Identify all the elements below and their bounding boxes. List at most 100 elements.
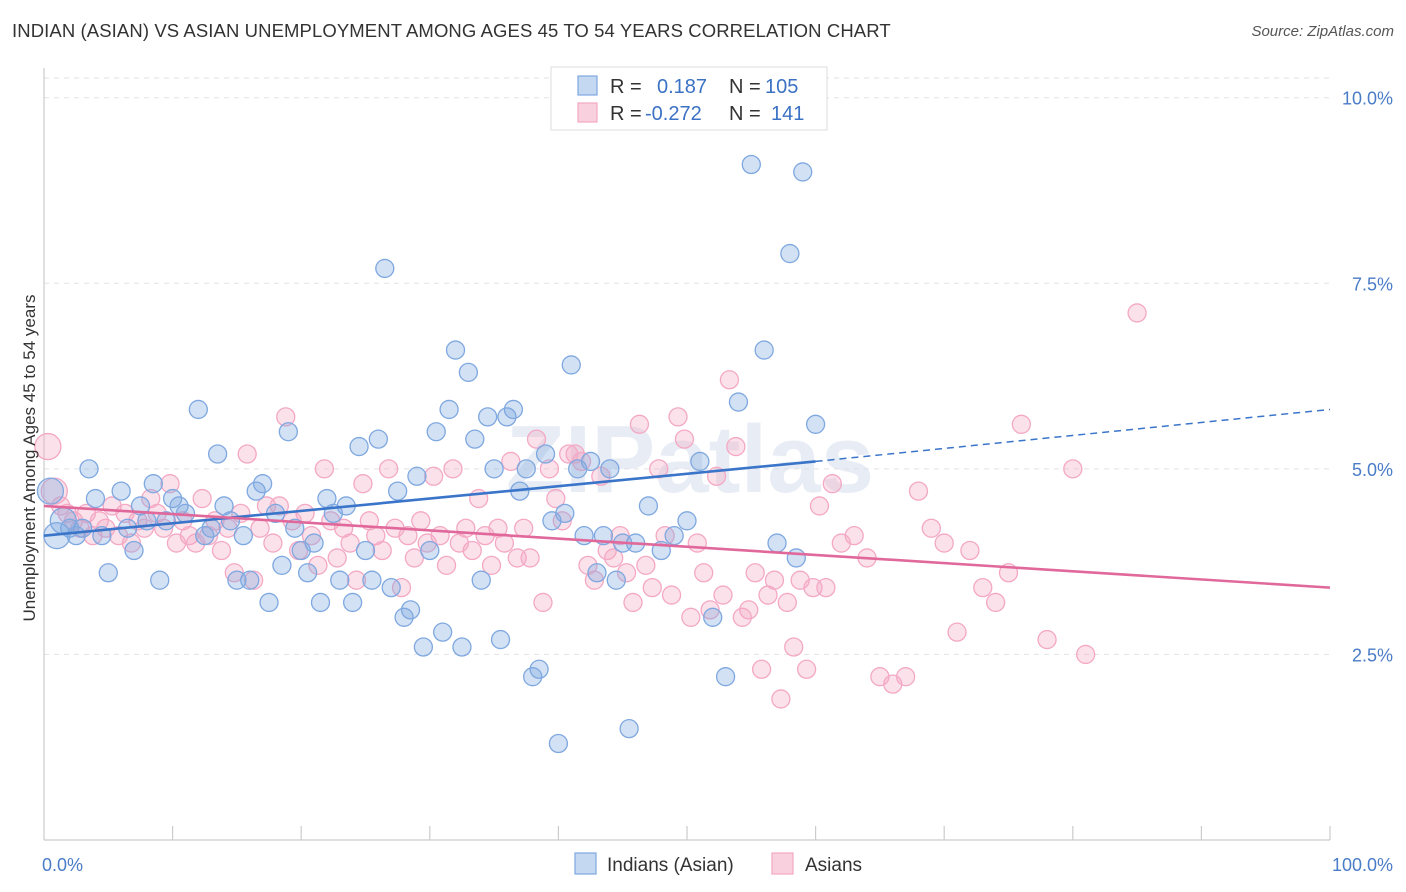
asians-point-99 <box>674 429 695 449</box>
asians-point-31 <box>237 444 257 464</box>
indians-point-39 <box>304 533 324 553</box>
asians-point-103 <box>700 600 720 620</box>
asians-point-37 <box>276 407 296 427</box>
asians-point-22 <box>179 526 199 546</box>
asians-point-135 <box>985 592 1006 613</box>
indians-point-55 <box>407 466 427 486</box>
indians-point-98 <box>741 154 761 175</box>
bottom-legend-swatch-asians <box>771 852 794 875</box>
asians-point-92 <box>629 414 650 434</box>
indians-point-93 <box>677 511 697 531</box>
indians-point-77 <box>548 733 569 754</box>
indians-point-74 <box>529 659 549 679</box>
asians-point-94 <box>642 577 662 598</box>
asians-point-48 <box>346 570 367 590</box>
asians-point-35 <box>263 533 283 553</box>
indians-trend-extension <box>815 408 1331 463</box>
asians-point-140 <box>1076 644 1096 665</box>
asians-point-141 <box>1127 303 1147 323</box>
asians-point-43 <box>314 459 334 479</box>
asians-point-118 <box>796 659 817 679</box>
asians-point-76 <box>526 429 547 449</box>
indians-point-54 <box>400 600 421 620</box>
indians-point-96 <box>715 667 736 687</box>
indians-point-15 <box>143 474 163 494</box>
asians-point-139 <box>1063 459 1083 479</box>
asians-point-0 <box>34 432 62 461</box>
asians-point-78 <box>539 459 560 479</box>
asians-point-74 <box>514 518 534 538</box>
asians-point-108 <box>732 607 752 627</box>
legend-r-label-1: R = <box>610 76 642 98</box>
asians-point-111 <box>751 659 772 679</box>
asians-point-133 <box>960 540 980 561</box>
indians-point-9 <box>98 563 118 583</box>
asians-point-106 <box>719 370 740 390</box>
asians-point-90 <box>616 563 637 583</box>
indians-point-0 <box>36 477 65 505</box>
asians-point-41 <box>301 526 322 546</box>
asians-point-134 <box>973 577 993 598</box>
asians-point-129 <box>908 481 929 501</box>
indians-point-22 <box>195 526 215 546</box>
y-tick-label-1: 5.0% <box>1352 460 1393 480</box>
asians-point-137 <box>1011 414 1032 434</box>
indians-point-82 <box>580 451 601 472</box>
x-tick-label-1: 100.0% <box>1332 855 1393 875</box>
legend-n-value-1: 105 <box>765 76 798 98</box>
indians-point-52 <box>387 481 408 501</box>
indians-point-102 <box>786 548 806 568</box>
asians-point-82 <box>565 444 585 464</box>
indians-point-65 <box>471 570 491 590</box>
indians-point-56 <box>413 637 434 657</box>
legend-r-label-2: R = <box>610 103 642 125</box>
indians-point-99 <box>754 340 774 360</box>
indians-point-95 <box>703 607 723 627</box>
indians-point-64 <box>465 429 485 449</box>
asians-point-24 <box>192 488 212 509</box>
asians-point-13 <box>121 533 142 553</box>
indians-point-45 <box>342 592 363 613</box>
asians-point-72 <box>501 451 521 472</box>
indians-point-43 <box>330 570 350 590</box>
indians-point-23 <box>201 518 221 538</box>
indians-point-18 <box>162 488 183 509</box>
asians-point-80 <box>552 511 572 531</box>
indians-point-69 <box>497 407 517 427</box>
indians-point-68 <box>490 629 511 650</box>
asians-point-102 <box>694 563 714 583</box>
indians-point-73 <box>523 667 543 687</box>
legend-n-label-2: N = <box>729 103 761 125</box>
asians-point-77 <box>533 592 553 613</box>
indians-point-6 <box>79 459 99 479</box>
indians-point-72 <box>516 459 536 479</box>
asians-point-63 <box>443 459 463 479</box>
asians-point-33 <box>250 518 270 538</box>
indians-point-26 <box>220 511 241 531</box>
indians-point-60 <box>439 399 459 420</box>
legend-n-value-2: 141 <box>771 103 804 125</box>
indians-point-63 <box>458 362 479 382</box>
y-tick-label-2: 7.5% <box>1352 274 1393 294</box>
asians-point-114 <box>771 689 791 709</box>
indians-point-34 <box>272 555 292 575</box>
indians-point-70 <box>503 399 524 420</box>
asians-point-109 <box>739 600 759 620</box>
asians-point-57 <box>404 548 425 568</box>
indians-point-104 <box>805 414 826 434</box>
asians-point-62 <box>436 555 457 575</box>
indians-point-79 <box>561 355 581 375</box>
legend-n-label-1: N = <box>729 76 761 98</box>
indians-point-61 <box>445 340 466 360</box>
indians-point-88 <box>619 719 639 739</box>
indians-point-101 <box>780 243 800 264</box>
asians-point-128 <box>895 667 916 687</box>
chart-title: INDIAN (ASIAN) VS ASIAN UNEMPLOYMENT AMO… <box>12 20 891 41</box>
bottom-legend-label-indians: Indians (Asian) <box>607 855 734 876</box>
indians-point-48 <box>362 570 382 590</box>
legend-r-value-1: 0.187 <box>657 76 707 98</box>
indians-point-94 <box>690 451 710 472</box>
y-tick-label-0: 2.5% <box>1352 645 1393 665</box>
indians-point-47 <box>355 540 376 561</box>
